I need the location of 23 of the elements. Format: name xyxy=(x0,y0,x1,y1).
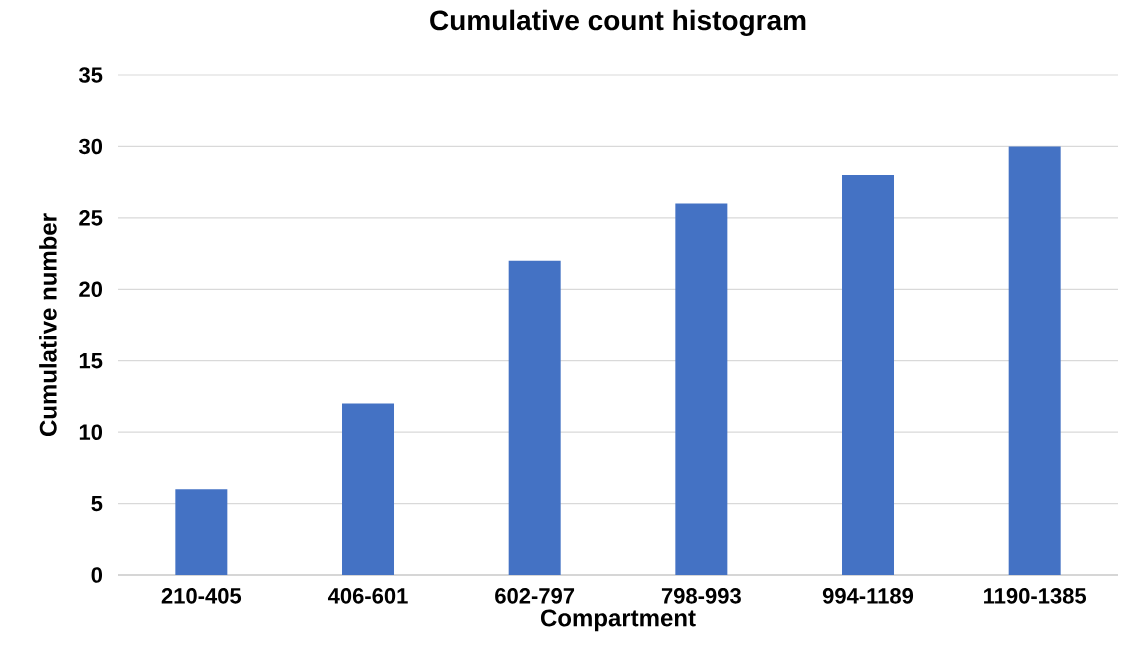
x-tick-label: 994-1189 xyxy=(822,588,914,604)
y-tick-label: 15 xyxy=(79,353,103,369)
bar xyxy=(342,403,395,575)
y-tick-label: 35 xyxy=(78,67,103,83)
x-tick-label: 406-601 xyxy=(327,588,408,604)
y-tick-label: 25 xyxy=(79,210,103,226)
chart-title: Cumulative count histogram xyxy=(430,9,806,36)
x-tick-label: 1190-1385 xyxy=(984,588,1087,604)
x-axis-title: Compartment xyxy=(540,609,696,632)
x-tick-label: 210-405 xyxy=(161,588,242,604)
y-tick-label: 20 xyxy=(79,281,103,298)
y-tick-label: 0 xyxy=(91,567,103,583)
bar xyxy=(842,175,895,575)
y-axis-title: Cumulative number xyxy=(39,213,57,437)
bar xyxy=(508,260,561,575)
y-tick-label: 30 xyxy=(78,138,103,155)
y-tick-label: 5 xyxy=(91,495,103,512)
bar xyxy=(1008,146,1061,575)
x-tick-label: 798-993 xyxy=(661,588,741,604)
bar xyxy=(675,203,728,575)
bar xyxy=(175,489,228,575)
y-tick-label: 10 xyxy=(79,424,103,440)
x-tick-label: 602-797 xyxy=(495,588,575,604)
